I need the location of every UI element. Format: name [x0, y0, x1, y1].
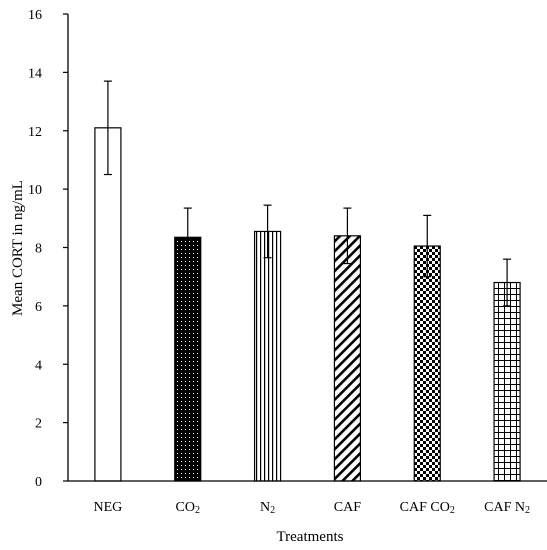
y-axis-title: Mean CORT in ng/mL [10, 180, 26, 316]
axes-group: NEG CO2 N2 CAF CAF CO2 CAF N2 0 2 4 6 8 10 12 14 16 [28, 8, 547, 516]
x-tick-label-3: CAF [334, 500, 361, 515]
y-tick-label-4: 8 [35, 242, 42, 257]
bars-group [94, 80, 521, 482]
y-tick-label-5: 10 [28, 183, 42, 198]
y-tick-label-0: 0 [35, 475, 42, 490]
bar-0 [94, 127, 122, 482]
x-tick-label-4: CAF CO2 [400, 500, 455, 516]
y-tick-label-1: 2 [35, 417, 42, 432]
y-tick-label-8: 16 [28, 8, 42, 23]
x-tick-label-2: N2 [260, 500, 275, 516]
y-tick-label-3: 6 [35, 300, 42, 315]
bar-2 [253, 230, 282, 482]
bar-4 [413, 245, 441, 482]
bar-3 [333, 235, 362, 482]
y-tick-label-6: 12 [28, 125, 42, 140]
y-tick-label-2: 4 [35, 358, 42, 373]
x-tick-label-5: CAF N2 [484, 500, 530, 516]
x-tick-label-1: CO2 [176, 500, 200, 516]
x-axis-title: Treatments [277, 529, 344, 545]
y-tick-label-7: 14 [28, 66, 42, 81]
x-tick-label-0: NEG [94, 500, 123, 515]
bar-1 [174, 236, 202, 482]
bar-5 [493, 281, 521, 482]
